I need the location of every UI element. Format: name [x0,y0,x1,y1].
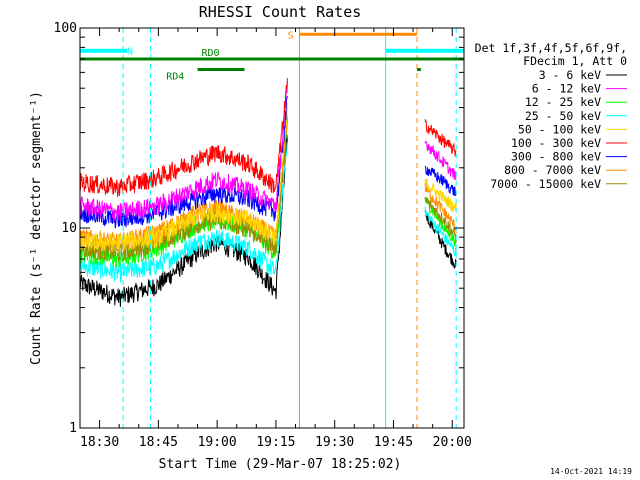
chart-title: RHESSI Count Rates [199,3,362,21]
legend-entry-label: 100 - 300 keV [511,136,601,150]
series-line-6-12-kev-part2 [424,140,457,180]
series-line-7000-15000-kev-part2 [424,197,457,243]
series-line-3-6-kev-part2 [424,209,457,269]
generation-timestamp: 14-Oct-2021 14:19 [550,467,632,476]
series-line-25-50-kev-part2 [424,206,457,257]
series-line-100-300-kev-part1 [80,77,288,197]
x-axis: 18:30 18:45 19:00 19:15 19:30 19:45 20:00 [79,28,472,450]
legend-entry-label: 6 - 12 keV [532,82,601,96]
y-tick-label: 100 [54,21,77,36]
series-layer [80,77,457,307]
x-tick-label: 18:30 [80,435,119,450]
series-line-800-7000-kev-part2 [424,182,457,234]
legend-entry-label: 12 - 25 keV [525,95,601,109]
series-line-12-25-kev-part2 [424,196,457,247]
y-tick-label: 1 [69,421,77,436]
legend: Det 1f,3f,4f,5f,6f,9f,FDecim 1, Att 03 -… [475,41,627,191]
x-tick-label: 19:45 [374,435,413,450]
legend-header-line: Det 1f,3f,4f,5f,6f,9f, [475,41,627,55]
series-line-300-800-kev-part2 [424,165,457,196]
n-label: N [127,47,133,58]
series-line-50-100-kev-part2 [424,178,457,213]
legend-entry-label: 800 - 7000 keV [504,163,601,177]
y-axis: 1 10 100 [54,21,464,436]
rd0-label: RD0 [201,48,219,59]
series-line-25-50-kev-part1 [80,141,288,283]
series-line-3-6-kev-part1 [80,134,288,307]
x-tick-label: 20:00 [433,435,472,450]
series-line-6-12-kev-part1 [80,81,288,222]
plot-frame [79,27,465,429]
s-label: S [288,30,294,41]
x-tick-label: 19:30 [315,435,354,450]
x-axis-label: Start Time (29-Mar-07 18:25:02) [159,457,402,472]
legend-entry-label: 300 - 800 keV [511,150,601,164]
y-tick-label: 10 [61,221,77,236]
rd4-label: RD4 [166,72,184,83]
x-tick-label: 18:45 [139,435,178,450]
legend-header-line: FDecim 1, Att 0 [523,54,627,68]
series-line-50-100-kev-part1 [80,102,288,252]
legend-entry-label: 25 - 50 keV [525,109,601,123]
legend-entry-label: 3 - 6 keV [539,68,601,82]
x-tick-label: 19:15 [256,435,295,450]
legend-entry-label: 50 - 100 keV [518,122,601,136]
y-axis-label: Count Rate (s⁻¹ detector segment⁻¹) [29,91,44,365]
series-line-100-300-kev-part2 [424,119,457,157]
x-tick-label: 19:00 [198,435,237,450]
annotation-layer: N S RD0 RD4 [79,28,464,428]
legend-entry-label: 7000 - 15000 keV [490,177,601,191]
